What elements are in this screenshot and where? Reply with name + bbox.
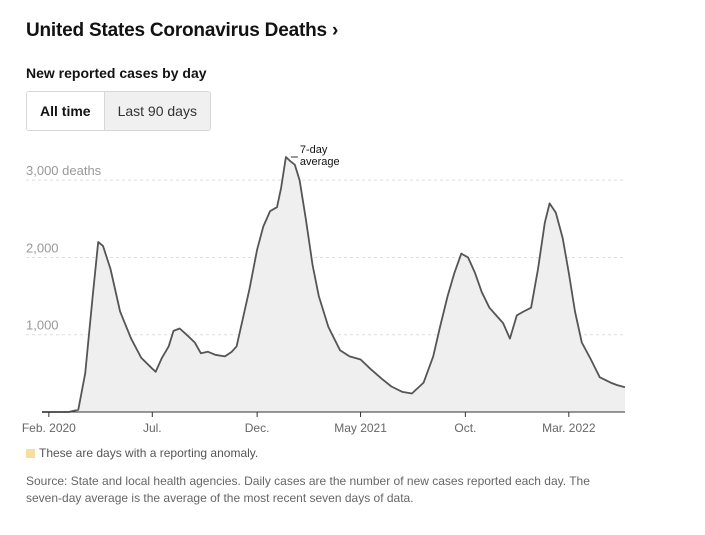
x-tick-label: Jul. <box>143 421 162 435</box>
y-tick-label: 2,000 <box>26 240 59 255</box>
y-tick-label: 3,000 deaths <box>26 163 102 178</box>
all-time-button[interactable]: All time <box>27 92 105 130</box>
annotation-label: average <box>300 156 340 168</box>
x-tick-label: Feb. 2020 <box>22 421 76 435</box>
source-note: Source: State and local health agencies.… <box>26 474 590 505</box>
anomaly-legend-label: These are days with a reporting anomaly. <box>39 446 259 460</box>
anomaly-legend: These are days with a reporting anomaly. <box>26 446 258 460</box>
time-range-toggle: All time Last 90 days <box>26 91 211 131</box>
anomaly-swatch <box>26 448 35 458</box>
chevron-right-icon: › <box>331 20 339 41</box>
x-tick-label: Oct. <box>454 421 476 435</box>
x-tick-label: May 2021 <box>334 421 387 435</box>
series-area <box>42 157 625 412</box>
annotation-label: 7-day <box>300 144 328 156</box>
series-line <box>42 156 626 413</box>
y-tick-label: 1,000 <box>26 318 59 333</box>
deaths-chart: 1,000 2,000 3,000 deaths Feb. 2020 Jul. Dec. M… <box>22 144 626 435</box>
last-90-days-button[interactable]: Last 90 days <box>104 92 210 130</box>
x-tick-label: Mar. 2022 <box>542 421 596 435</box>
x-tick-label: Dec. <box>245 421 270 435</box>
chart-subtitle: New reported cases by day <box>26 65 207 81</box>
chart-title-link[interactable]: United States Coronavirus Deaths › <box>26 20 338 42</box>
chart-title: United States Coronavirus Deaths <box>26 20 327 41</box>
